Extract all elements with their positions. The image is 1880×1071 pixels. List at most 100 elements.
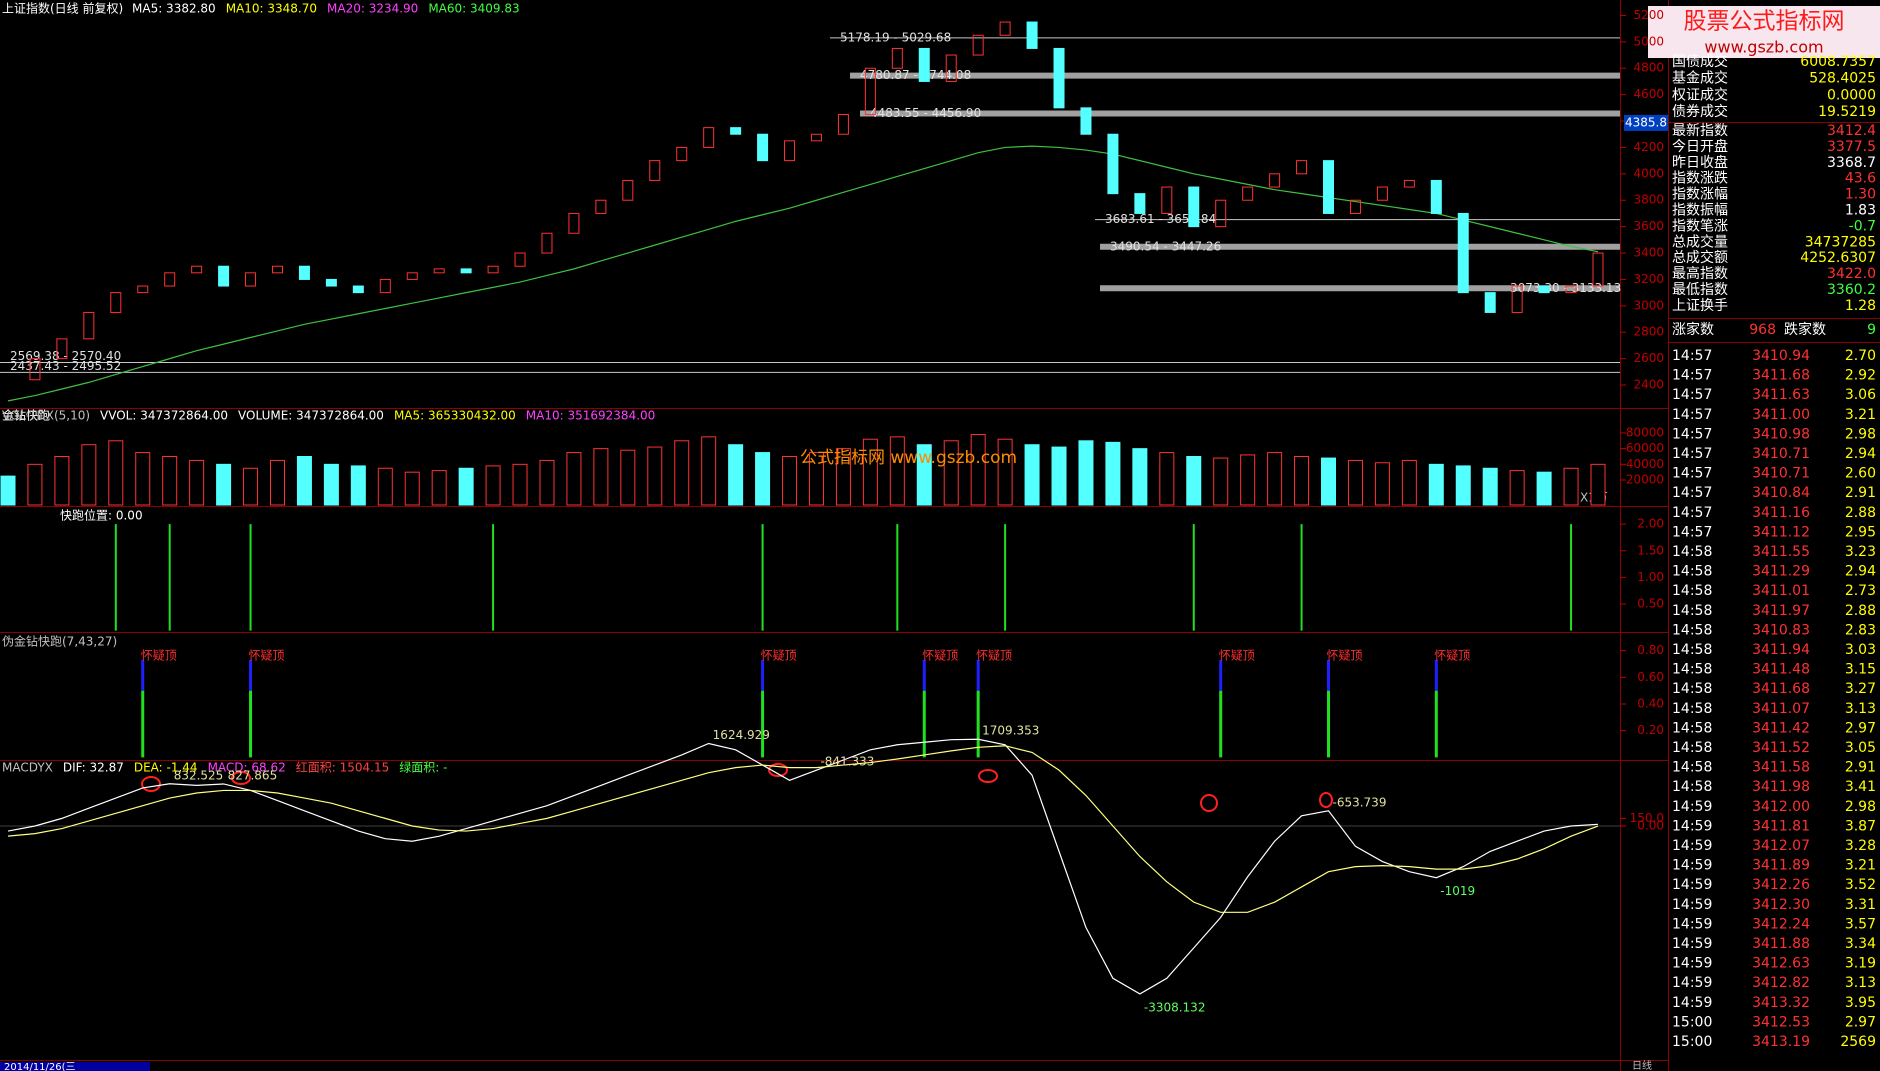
trade-time: 14:57 <box>1672 387 1712 403</box>
quote-panel: 国债成交 6008.7357 基金成交 528.4025 权证成交 0.0000 债券成交 1… <box>1672 53 1876 1050</box>
y-tick-label: 80000 <box>1626 425 1664 439</box>
header-item: MACDYX <box>2 761 53 775</box>
candle <box>918 47 930 82</box>
header-item: 绿面积: - <box>399 760 447 775</box>
candle <box>1026 21 1038 49</box>
candle <box>810 133 822 142</box>
level-label: 4780.87 - 4744.08 <box>860 68 971 82</box>
trade-price: 3411.01 <box>1752 583 1810 599</box>
candle <box>1188 186 1200 228</box>
fake-label: 怀疑顶 <box>1327 648 1363 663</box>
hand-marks <box>141 763 1333 812</box>
volume-bar <box>1132 448 1148 506</box>
header-item: DIF: 32.87 <box>63 761 124 775</box>
volume-bar <box>1401 459 1417 506</box>
fake-label: 怀疑顶 <box>922 648 958 663</box>
candle <box>784 140 796 162</box>
trade-price: 3411.81 <box>1752 818 1810 834</box>
volume-bar <box>189 459 205 506</box>
quote-name: 指数振幅 <box>1672 203 1728 219</box>
trade-volume: 2.83 <box>1845 622 1876 638</box>
trade-volume: 3.19 <box>1845 956 1876 972</box>
fake-label: 怀疑顶 <box>249 648 285 663</box>
fake-label: 怀疑顶 <box>1434 648 1470 663</box>
candle <box>1323 160 1335 214</box>
candle <box>972 34 984 56</box>
trade-time: 14:57 <box>1672 466 1712 482</box>
trade-time: 14:58 <box>1672 583 1712 599</box>
volume-bar <box>1536 471 1552 506</box>
header-item: MA10: 3348.70 <box>226 2 317 16</box>
volume-bar <box>1347 459 1363 506</box>
watermark-box <box>1648 36 1880 58</box>
candle <box>757 133 769 162</box>
volume-bar <box>377 467 393 506</box>
quote-name: 今日开盘 <box>1672 138 1728 155</box>
trade-volume: 2.91 <box>1845 760 1876 776</box>
candle <box>514 252 526 267</box>
candle <box>945 54 957 82</box>
y-tick-label: 3000 <box>1633 298 1664 312</box>
candle <box>1484 292 1496 313</box>
trade-price: 3412.53 <box>1752 1014 1810 1030</box>
macd-annotation: -3308.132 <box>1144 1000 1206 1014</box>
candle <box>1349 199 1361 214</box>
volume-bar <box>997 438 1013 506</box>
y-tick-label: 0.20 <box>1637 723 1664 737</box>
trade-time: 14:59 <box>1672 956 1712 972</box>
trade-volume: 3.27 <box>1845 681 1876 697</box>
volume-bar <box>539 459 555 506</box>
y-tick-label: 0.60 <box>1637 670 1664 684</box>
fake-label: 怀疑顶 <box>141 648 177 663</box>
volume-bar <box>647 446 663 506</box>
trade-volume: 3.31 <box>1845 897 1876 913</box>
trade-volume: 2.88 <box>1845 603 1876 619</box>
candle <box>622 179 634 201</box>
quote-value: 3422.0 <box>1827 266 1876 282</box>
candle <box>1376 186 1388 201</box>
quote-name: 昨日收盘 <box>1672 154 1728 171</box>
trade-volume: 3.15 <box>1845 662 1876 678</box>
volume-bar <box>889 436 905 506</box>
quote-name: 最低指数 <box>1672 282 1728 298</box>
candle <box>541 232 553 254</box>
trade-time: 15:00 <box>1672 1014 1712 1030</box>
candle <box>864 67 876 115</box>
volume-bar <box>108 440 124 506</box>
macd-annotation: -841.333 <box>820 755 874 769</box>
quote-value: 528.4025 <box>1809 71 1876 87</box>
candle <box>999 21 1011 36</box>
quote-value: 19.5219 <box>1818 104 1876 120</box>
macd-annotation: 1624.929 <box>713 728 770 742</box>
trade-price: 3411.94 <box>1752 642 1810 658</box>
trade-time: 14:57 <box>1672 426 1712 442</box>
volume-bar <box>269 459 285 506</box>
header-item: VVOL: 347372864.00 <box>100 409 228 423</box>
candle <box>837 113 849 135</box>
header-item: 红面积: 1504.15 <box>296 760 389 775</box>
trade-price: 3410.98 <box>1752 426 1810 442</box>
trade-time: 14:59 <box>1672 975 1712 991</box>
candle <box>29 358 41 381</box>
volume-bar <box>54 455 70 506</box>
watermark-url: www.gszb.com <box>1704 38 1823 57</box>
volume-bar <box>1590 463 1606 506</box>
quote-value: 3360.2 <box>1827 282 1876 298</box>
candle <box>83 311 95 340</box>
volume-bar <box>701 436 717 506</box>
trade-time: 14:58 <box>1672 603 1712 619</box>
candle <box>271 265 283 274</box>
trade-volume: 2.95 <box>1845 524 1876 540</box>
trade-volume: 2.98 <box>1845 799 1876 815</box>
trade-time: 14:58 <box>1672 544 1712 560</box>
volume-bar <box>1240 454 1256 506</box>
trade-time: 14:59 <box>1672 818 1712 834</box>
trade-volume: 3.34 <box>1845 936 1876 952</box>
y-tick-label: 4200 <box>1633 140 1664 154</box>
volume-bar <box>1294 455 1310 506</box>
trade-volume: 2.94 <box>1845 446 1876 462</box>
trade-volume: 3.13 <box>1845 975 1876 991</box>
quote-name: 国债成交 <box>1672 53 1728 70</box>
volume-bar <box>1374 462 1390 506</box>
